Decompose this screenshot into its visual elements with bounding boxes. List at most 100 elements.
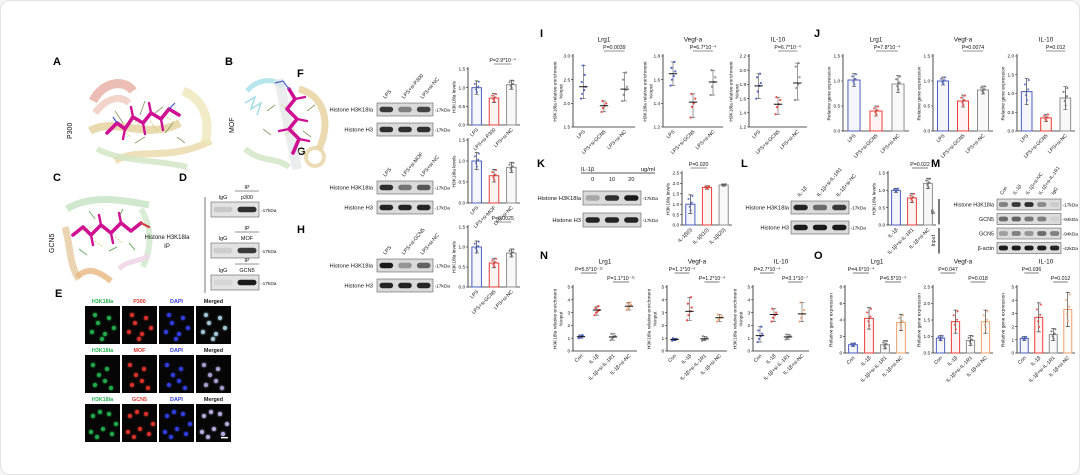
- cell-nucleus: [89, 329, 95, 335]
- data-point: [798, 76, 801, 79]
- cell-nucleus: [102, 378, 108, 384]
- text: 0.5: [459, 104, 466, 110]
- text: 4: [1012, 298, 1015, 304]
- chart-I0: Lrg1 1.5 2.0 2.5 3.0 H3K18la relative enrichm…: [553, 37, 635, 156]
- x-category-label: LPS+si-NC: [493, 289, 515, 311]
- band: [1049, 202, 1060, 207]
- text: 1: [1012, 338, 1015, 344]
- text: %input: [653, 311, 659, 326]
- kda-marker: -17kDa: [435, 264, 451, 270]
- text: 1.5: [834, 54, 841, 60]
- text: Vegf-a: [688, 259, 707, 266]
- data-point: [893, 188, 896, 191]
- text: -17kDa: [261, 281, 277, 287]
- text: 0: [748, 349, 751, 355]
- data-point: [939, 338, 942, 341]
- data-point: [493, 265, 496, 268]
- data-point: [610, 337, 614, 340]
- blot-row-label: GCN5: [979, 217, 994, 223]
- channel-label: Merged: [204, 299, 223, 305]
- channel-label: GCN5: [132, 397, 147, 403]
- data-point: [669, 84, 672, 87]
- data-point: [870, 307, 873, 310]
- x-category-label: LPS: [469, 127, 480, 138]
- data-point: [621, 78, 625, 81]
- data-point: [701, 335, 705, 338]
- cell-nucleus: [96, 372, 102, 378]
- panel-o-bar-chart-il10: IL-10 0 1 2 3 4 5 Relative gene expression P=0.0…: [1000, 257, 1079, 395]
- data-point: [495, 93, 498, 96]
- data-point: [491, 94, 494, 97]
- data-point: [1066, 313, 1069, 316]
- cell-nucleus: [183, 431, 189, 437]
- p-value: P=5.5*10⁻¹¹: [575, 267, 603, 273]
- dose-label: 10: [609, 177, 615, 183]
- kda-marker: -17kDa: [435, 128, 451, 134]
- data-point: [852, 344, 855, 347]
- cell-nucleus: [174, 426, 180, 432]
- cell-nucleus: [106, 411, 112, 417]
- data-point: [757, 329, 760, 332]
- data-point: [475, 249, 479, 253]
- data-point: [493, 100, 496, 103]
- x-category-label: IL-1β(10): [692, 227, 711, 246]
- data-point: [953, 323, 956, 326]
- data-point: [716, 313, 720, 316]
- cell-nucleus: [125, 429, 131, 435]
- data-point: [626, 302, 629, 305]
- y-axis-label: Relative gene expression: [917, 66, 923, 120]
- x-category-label: LPS+si-NC: [695, 129, 717, 151]
- x-category-label: Con: [753, 353, 764, 364]
- data-point: [899, 75, 902, 78]
- cell-nucleus: [146, 431, 152, 437]
- data-point: [944, 76, 947, 79]
- x-category-label: LPS+si-NC: [1047, 133, 1069, 155]
- panel-label-e: E: [55, 288, 63, 300]
- band: [416, 262, 431, 269]
- band: [379, 106, 394, 113]
- panel-i-dot-plot-il10: IL-10 1.2 1.4 1.6 1.8 2.0 2.2 H3K18la relative …: [728, 35, 812, 161]
- cell-nucleus: [94, 434, 100, 440]
- cell-nucleus: [132, 320, 138, 326]
- data-point: [495, 169, 498, 172]
- panel-j-bar-chart-il10: IL-10 0.0 0.5 1.0 1.5 2.0 Relative gene expres…: [1000, 35, 1079, 165]
- data-point: [510, 86, 513, 89]
- p-value: P=3.1*10⁻⁷: [782, 276, 808, 282]
- band: [416, 184, 431, 191]
- data-point: [582, 88, 586, 92]
- text: 0.0: [924, 129, 931, 135]
- igg-label: IgG: [219, 236, 228, 242]
- band: [416, 282, 431, 289]
- micrograph: [159, 355, 194, 393]
- channel-label: H3K18la: [92, 397, 114, 403]
- data-point: [952, 314, 955, 317]
- blot-row-label: GCN5: [979, 232, 994, 238]
- band: [237, 279, 257, 286]
- cell-nucleus: [106, 315, 112, 321]
- p-value: P=1.2*10⁻⁴: [699, 276, 725, 282]
- section-label: Input: [931, 234, 937, 246]
- data-point: [874, 111, 877, 114]
- text: %input: [649, 84, 655, 99]
- cell-nucleus: [134, 409, 140, 415]
- lane-label: LPS+si-NC: [420, 154, 441, 178]
- data-point: [901, 320, 904, 323]
- data-point: [755, 76, 759, 79]
- cell-nucleus: [206, 320, 212, 326]
- data-point: [601, 106, 605, 110]
- panel-label-l: L: [741, 158, 748, 170]
- cell-nucleus: [166, 382, 172, 388]
- data-point: [583, 73, 586, 77]
- data-point: [761, 332, 764, 335]
- data-point: [785, 333, 788, 336]
- text: 1.0: [924, 334, 931, 340]
- cell-nucleus: [139, 331, 145, 337]
- data-point: [1054, 328, 1057, 331]
- text: IL-10: [771, 37, 786, 44]
- data-point: [1045, 119, 1048, 122]
- data-point: [670, 78, 674, 81]
